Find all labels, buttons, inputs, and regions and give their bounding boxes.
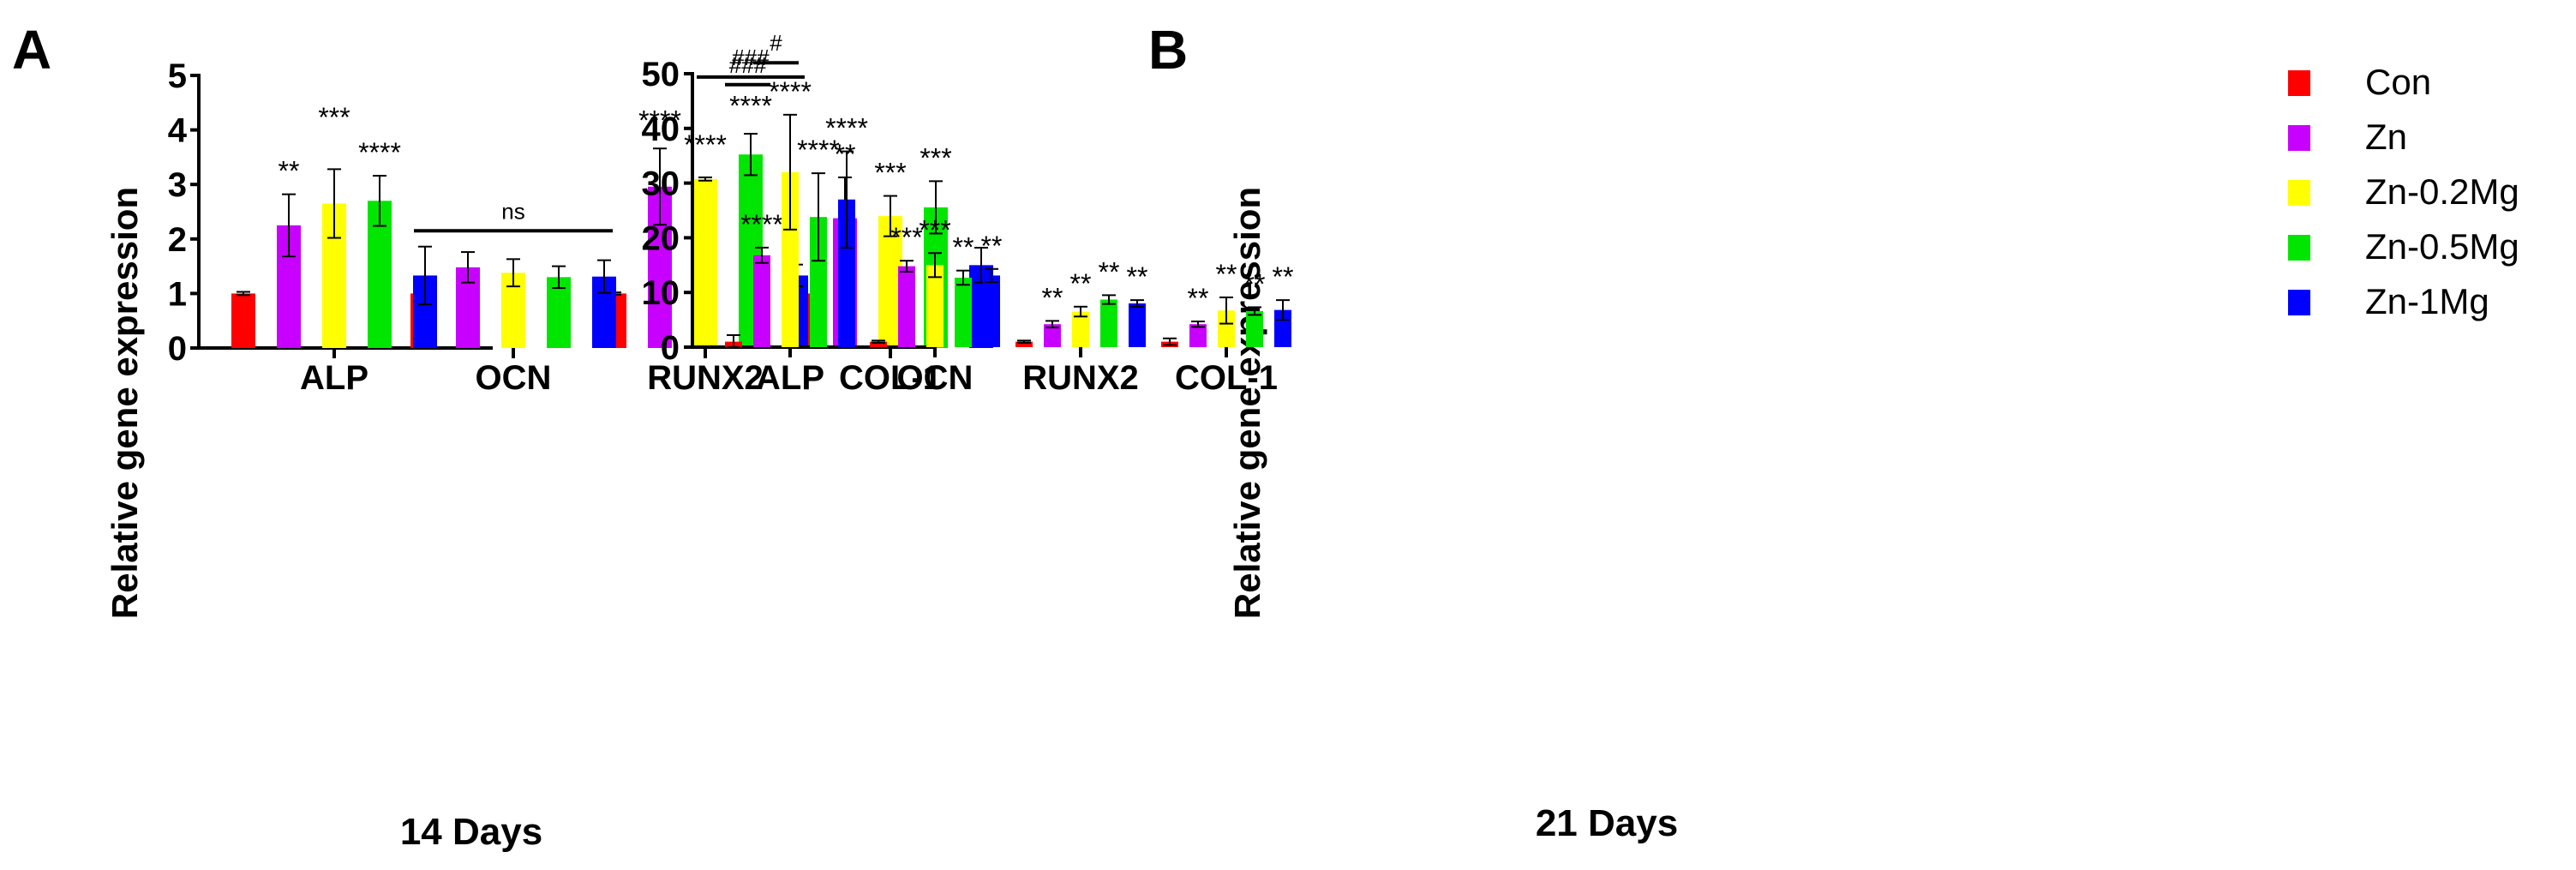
significance-label: *** xyxy=(318,102,350,133)
significance-label: *** xyxy=(919,214,950,245)
significance-label: **** xyxy=(797,135,840,165)
bar xyxy=(983,275,1000,347)
significance-label: ** xyxy=(1188,283,1209,314)
significance-label: **** xyxy=(358,137,401,168)
panel-letter-a: A xyxy=(12,19,51,81)
significance-label: **** xyxy=(825,113,868,144)
bar xyxy=(782,171,799,347)
chart-panel-b: B Relative gene expression 21 Days 0 10 20… xyxy=(642,19,1679,844)
comparison-label: ### xyxy=(729,52,767,78)
bar xyxy=(1100,299,1117,347)
significance-label: ** xyxy=(1127,261,1148,292)
significance-label: ** xyxy=(1042,282,1063,313)
category-label: RUNX2 xyxy=(647,359,764,397)
significance-label: ** xyxy=(1099,256,1120,287)
significance-label: **** xyxy=(769,76,812,107)
bar xyxy=(870,341,887,347)
y-axis-label-a: Relative gene expression xyxy=(105,187,145,619)
category-label: ALP xyxy=(300,359,368,397)
significance-label: *** xyxy=(890,222,922,253)
significance-label: ** xyxy=(981,231,1003,261)
y-tick-label: 30 xyxy=(642,165,680,203)
bar xyxy=(955,277,972,347)
bar xyxy=(231,293,255,348)
y-tick-label: 40 xyxy=(642,111,680,148)
y-tick-label: 0 xyxy=(661,329,680,367)
significance-label: **** xyxy=(729,90,772,121)
chart-title-a: 14 Days xyxy=(400,811,542,853)
significance-label: ** xyxy=(1070,268,1092,299)
bar xyxy=(1129,303,1146,347)
bar xyxy=(693,178,717,348)
bar xyxy=(1189,324,1207,347)
panel-letter-b: B xyxy=(1148,19,1188,81)
y-tick-label: 50 xyxy=(642,56,680,93)
bar xyxy=(547,277,571,348)
bar xyxy=(1044,324,1061,347)
y-axis-label-b: Relative gene expression xyxy=(1227,187,1267,619)
legend-swatch xyxy=(2288,180,2310,206)
significance-label: ** xyxy=(953,232,974,263)
y-tick-label: 1 xyxy=(168,275,187,313)
significance-label: *** xyxy=(920,142,951,173)
y-tick-label: 5 xyxy=(168,57,187,95)
category-label: COL-1 xyxy=(1175,359,1278,397)
bar xyxy=(1072,311,1089,347)
bar xyxy=(810,217,827,347)
significance-label: ** xyxy=(1273,261,1294,292)
significance-label: ** xyxy=(835,139,856,170)
legend-swatch xyxy=(2288,125,2310,151)
comparison-label: # xyxy=(770,30,782,56)
category-label: OCN xyxy=(476,359,552,397)
significance-label: *** xyxy=(874,158,906,189)
legend: Con Zn Zn-0.2Mg Zn-0.5Mg Zn-1Mg xyxy=(2288,62,2519,321)
y-tick-label: 3 xyxy=(168,166,187,204)
significance-label: **** xyxy=(684,129,727,160)
significance-label: ** xyxy=(1244,268,1266,299)
legend-swatch xyxy=(2288,235,2310,261)
chart-title-b: 21 Days xyxy=(1536,802,1678,844)
y-tick-label: 20 xyxy=(642,219,680,257)
legend-label: Con xyxy=(2365,62,2431,102)
bar xyxy=(838,199,855,347)
significance-label: ** xyxy=(279,156,300,187)
y-tick-label: 0 xyxy=(168,330,187,368)
y-tick-label: 10 xyxy=(642,274,680,312)
bar xyxy=(1015,341,1033,347)
legend-label: Zn-0.5Mg xyxy=(2365,226,2519,267)
legend-swatch xyxy=(2288,290,2310,315)
bar xyxy=(753,255,770,347)
category-label: COL-1 xyxy=(839,359,942,397)
significance-label: ** xyxy=(1216,259,1237,290)
chart-panel-a: A Relative gene expression 14 Days 0 1 2 3 4… xyxy=(12,19,993,853)
legend-label: Zn xyxy=(2365,117,2407,157)
y-tick-label: 2 xyxy=(168,221,187,259)
legend-swatch xyxy=(2288,70,2310,96)
category-label: RUNX2 xyxy=(1022,359,1139,397)
comparison-label: ### xyxy=(732,45,770,70)
bar xyxy=(926,265,944,347)
legend-label: Zn-1Mg xyxy=(2365,281,2489,321)
category-label: ALP xyxy=(756,359,824,397)
bar xyxy=(898,266,915,347)
bar xyxy=(1246,310,1263,347)
significance-label: **** xyxy=(638,105,681,136)
bar xyxy=(1218,310,1235,347)
significance-label: **** xyxy=(740,209,783,240)
y-tick-label: 4 xyxy=(168,112,188,150)
category-label: OCN xyxy=(897,359,973,397)
legend-label: Zn-0.2Mg xyxy=(2365,171,2519,212)
comparison-label: ns xyxy=(501,198,524,224)
